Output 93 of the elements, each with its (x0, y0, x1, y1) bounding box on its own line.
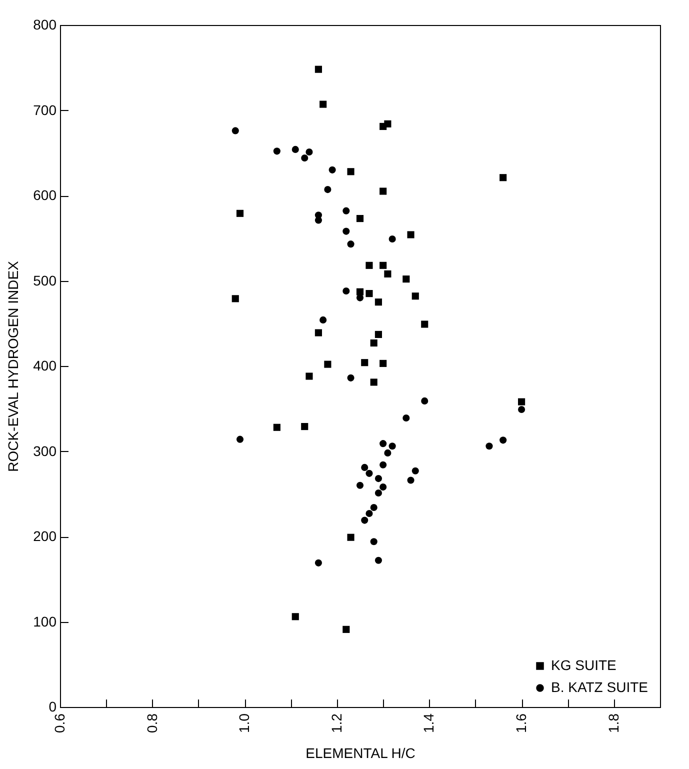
point (380, 360, 387, 367)
point (314, 329, 322, 336)
point (356, 294, 364, 302)
point (361, 516, 368, 524)
point (366, 470, 373, 477)
point (380, 461, 387, 468)
point (518, 406, 526, 414)
point (380, 262, 387, 269)
point (407, 476, 414, 484)
point (232, 295, 239, 302)
point (273, 424, 280, 431)
point (347, 534, 354, 541)
y-tick-label: 0 (48, 698, 57, 714)
point (342, 207, 350, 214)
point (421, 397, 428, 404)
point (384, 270, 392, 278)
point (347, 374, 354, 382)
point (388, 235, 396, 243)
point (370, 538, 378, 546)
point (301, 154, 308, 162)
point (347, 168, 354, 176)
y-tick-label: 200 (33, 528, 57, 544)
point (374, 330, 382, 338)
point (320, 316, 327, 324)
y-axis-title: ROCK-EVAL HYDROGEN INDEX (5, 260, 22, 472)
y-tick-label: 600 (33, 187, 57, 203)
point (366, 510, 373, 518)
point (402, 414, 410, 422)
y-tick-label: 400 (33, 358, 57, 374)
point (486, 442, 493, 450)
point (328, 166, 336, 174)
point (320, 100, 327, 108)
point (361, 359, 368, 366)
y-tick-label: 100 (33, 613, 57, 630)
point (314, 216, 322, 224)
point (314, 559, 322, 566)
x-tick-label: 1.8 (605, 713, 622, 733)
point (306, 148, 313, 156)
point (412, 467, 419, 474)
point (380, 188, 387, 195)
point (347, 240, 354, 248)
point (342, 287, 350, 295)
point (384, 120, 392, 128)
point (500, 436, 507, 444)
x-tick-label: 1.6 (513, 713, 530, 733)
y-tick-label: 700 (33, 102, 57, 118)
point (388, 442, 396, 450)
point (356, 214, 364, 222)
point (374, 475, 382, 482)
point (374, 556, 382, 564)
point (366, 290, 373, 298)
point (374, 489, 382, 497)
y-tick-label: 800 (33, 16, 57, 32)
legend-label: B. KATZ SUITE (551, 679, 648, 695)
legend-label: KG SUITE (551, 657, 616, 673)
point (361, 464, 368, 471)
point (500, 174, 507, 182)
point (380, 484, 387, 491)
point (370, 504, 378, 512)
point (301, 422, 308, 430)
point (366, 262, 373, 269)
point (356, 288, 364, 296)
point (407, 231, 414, 238)
x-tick-label: 1.4 (420, 713, 437, 733)
y-tick-label: 500 (33, 272, 57, 288)
point (370, 378, 378, 386)
point (421, 320, 428, 328)
point (306, 372, 313, 380)
point (342, 228, 350, 235)
point (342, 626, 350, 633)
x-axis-title: ELEMENTAL H/C (306, 744, 416, 761)
point (518, 398, 526, 406)
point (236, 436, 244, 443)
point (292, 613, 299, 620)
point (232, 127, 239, 134)
x-tick-label: 0.6 (52, 713, 68, 733)
point (356, 482, 364, 489)
point (324, 186, 332, 194)
point (236, 210, 244, 217)
point (384, 449, 392, 456)
point (380, 440, 387, 448)
x-tick-label: 1.0 (236, 713, 252, 733)
point (402, 276, 410, 283)
point (412, 292, 419, 300)
point (292, 146, 299, 153)
x-tick-label: 0.8 (144, 713, 160, 733)
point (374, 298, 382, 306)
y-tick-label: 300 (33, 442, 57, 459)
point (273, 148, 280, 155)
point (324, 360, 332, 368)
x-tick-label: 1.2 (328, 713, 344, 733)
point (314, 66, 322, 73)
point (370, 339, 378, 347)
